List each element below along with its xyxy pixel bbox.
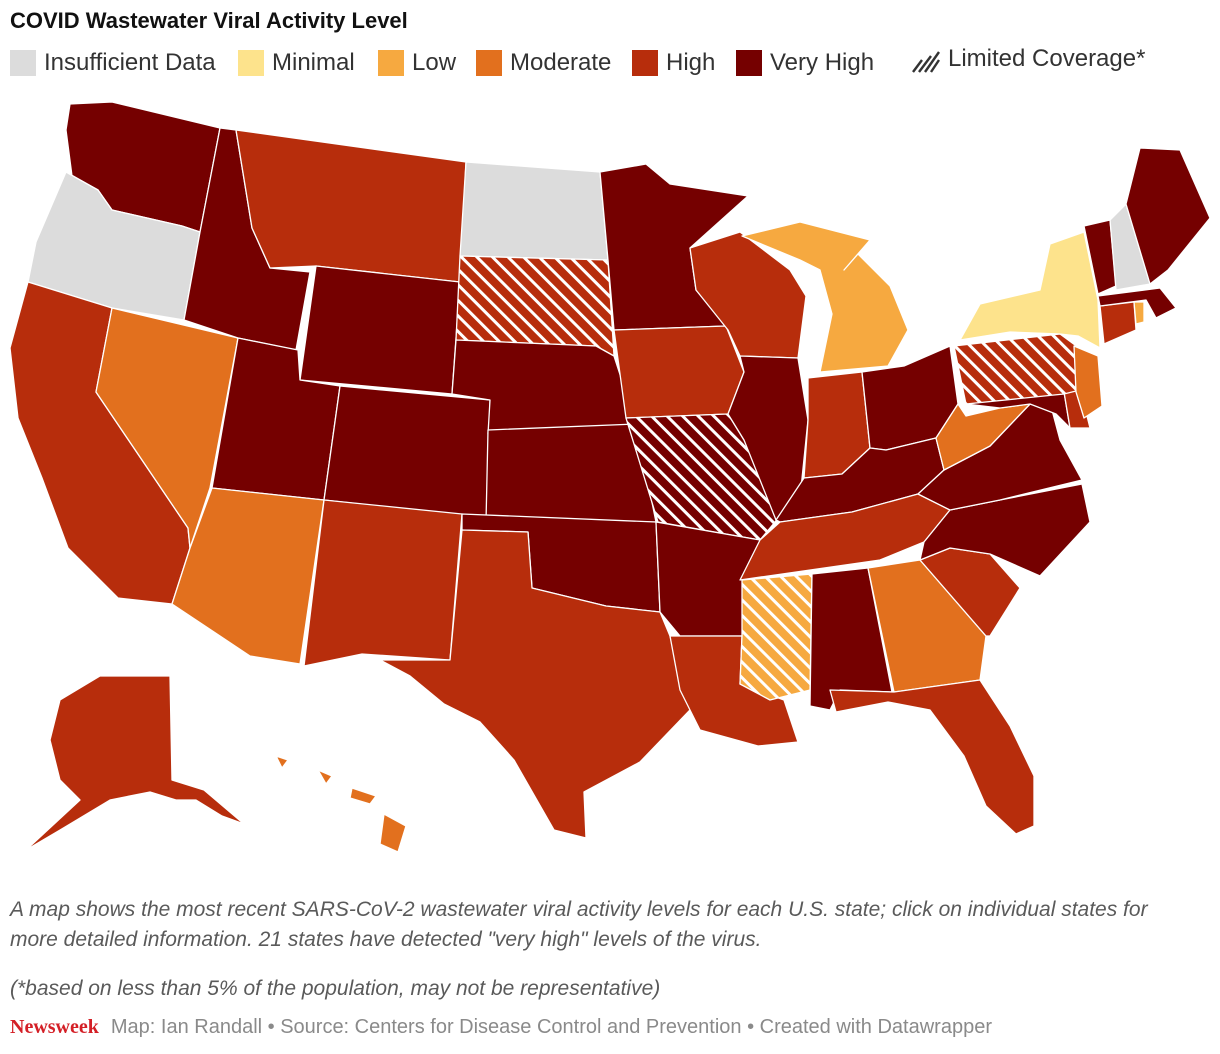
state-new-mexico[interactable] <box>303 499 463 667</box>
legend-item-moderate: Moderate <box>476 48 611 78</box>
state-montana[interactable] <box>235 129 467 283</box>
state-iowa[interactable] <box>613 325 745 419</box>
legend-swatch-moderate <box>476 50 502 76</box>
footer: Newsweek Map: Ian Randall • Source: Cent… <box>10 1016 992 1039</box>
state-connecticut[interactable] <box>1099 301 1137 345</box>
legend-label-high: High <box>666 49 716 76</box>
legend-label-insufficient: Insufficient Data <box>44 49 216 76</box>
state-maine[interactable] <box>1125 147 1211 285</box>
legend-swatch-insufficient <box>10 50 36 76</box>
legend-label-minimal: Minimal <box>272 49 355 76</box>
legend-label-limited: Limited Coverage* <box>948 45 1146 72</box>
legend-item-low: Low <box>378 48 456 78</box>
coverage-note: (*based on less than 5% of the populatio… <box>10 977 661 1000</box>
state-hawaii[interactable] <box>275 755 407 853</box>
state-georgia[interactable] <box>867 559 987 693</box>
newsweek-logo: Newsweek <box>10 1016 99 1038</box>
state-texas[interactable] <box>379 529 691 839</box>
legend-label-moderate: Moderate <box>510 49 612 76</box>
map-description: A map shows the most recent SARS-CoV-2 w… <box>10 898 1148 951</box>
state-rhode-island[interactable] <box>1133 301 1145 325</box>
hatch-icon <box>912 51 940 73</box>
legend-swatch-veryhigh <box>736 50 762 76</box>
legend-item-limited: Limited Coverage* <box>912 44 1145 74</box>
state-kansas[interactable] <box>485 423 657 523</box>
legend-item-minimal: Minimal <box>238 48 355 78</box>
state-new-jersey[interactable] <box>1073 345 1103 419</box>
state-florida[interactable] <box>829 679 1035 835</box>
legend-swatch-high <box>632 50 658 76</box>
legend-swatch-low <box>378 50 404 76</box>
legend-label-low: Low <box>412 49 457 76</box>
legend-item-high: High <box>632 48 715 78</box>
state-new-york[interactable] <box>959 231 1101 349</box>
footer-credit: Map: Ian Randall • Source: Centers for D… <box>110 1016 992 1038</box>
legend: Insufficient Data Minimal Low Moderate H… <box>10 44 1210 80</box>
state-massachusetts[interactable] <box>1097 287 1177 319</box>
state-colorado[interactable] <box>323 385 491 519</box>
legend-item-insufficient: Insufficient Data <box>10 48 216 78</box>
us-map <box>9 101 1211 853</box>
state-north-dakota[interactable] <box>459 161 609 261</box>
map-title: COVID Wastewater Viral Activity Level <box>10 8 408 33</box>
state-alaska[interactable] <box>25 675 245 851</box>
state-mississippi[interactable] <box>739 573 813 701</box>
state-wyoming[interactable] <box>299 265 461 395</box>
legend-label-veryhigh: Very High <box>770 49 875 76</box>
legend-item-veryhigh: Very High <box>736 48 874 78</box>
state-michigan[interactable] <box>741 221 909 373</box>
legend-swatch-minimal <box>238 50 264 76</box>
